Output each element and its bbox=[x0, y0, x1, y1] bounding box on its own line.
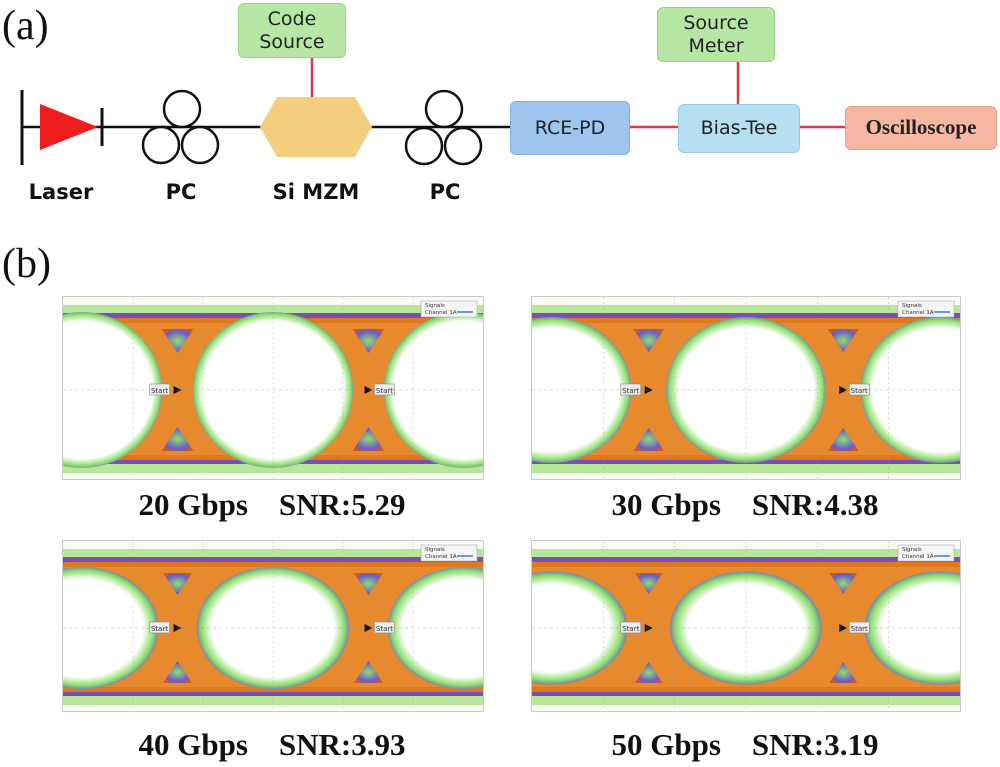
eye-snr-3: SNR:3.93 bbox=[278, 727, 406, 762]
source-meter-box: Source Meter bbox=[657, 7, 775, 62]
pc2-label: PC bbox=[429, 180, 461, 204]
oscilloscope-box: Oscilloscope bbox=[845, 106, 997, 150]
mzm-label: Si MZM bbox=[272, 180, 360, 204]
bias-tee-box: Bias-Tee bbox=[678, 104, 800, 153]
eye-caption-2: 30 Gbps SNR:4.38 bbox=[531, 487, 959, 523]
pc1-label: PC bbox=[165, 180, 197, 204]
eye-legend bbox=[420, 544, 478, 562]
eye-snr-1: SNR:5.29 bbox=[278, 487, 406, 522]
eye-marker-label: Start bbox=[151, 625, 168, 633]
pc1-icon bbox=[141, 89, 220, 165]
setup-diagram bbox=[20, 56, 845, 166]
eye-caption-3: 40 Gbps SNR:3.93 bbox=[62, 727, 482, 763]
eye-legend bbox=[420, 300, 478, 318]
eye-caption-1: 20 Gbps SNR:5.29 bbox=[62, 487, 482, 523]
eye-snr-4: SNR:3.19 bbox=[751, 727, 879, 762]
eye-marker-label: Start bbox=[851, 625, 868, 633]
eye-diagram-1: Start Start Signals Channel 1A bbox=[62, 296, 484, 480]
eye-rate-1: 20 Gbps bbox=[138, 487, 248, 522]
eye-caption-4: 50 Gbps SNR:3.19 bbox=[531, 727, 959, 763]
laser-label: Laser bbox=[28, 180, 94, 204]
eye-rate-4: 50 Gbps bbox=[611, 727, 721, 762]
eye-diagram-4: Start Start Signals Channel 1A bbox=[531, 540, 961, 712]
eye-legend bbox=[897, 300, 955, 318]
eye-marker-label: Start bbox=[622, 625, 639, 633]
svg-text:Signals: Signals bbox=[425, 303, 445, 309]
laser-icon bbox=[40, 104, 98, 150]
eye-rate-3: 40 Gbps bbox=[138, 727, 248, 762]
eye-marker-label: Start bbox=[851, 387, 868, 395]
rce-pd-box: RCE-PD bbox=[510, 101, 630, 155]
eye-snr-2: SNR:4.38 bbox=[751, 487, 879, 522]
eye-marker-label: Start bbox=[151, 387, 168, 395]
mzm-icon bbox=[260, 97, 372, 157]
svg-text:Channel 1A: Channel 1A bbox=[902, 554, 934, 560]
panel-a-label: (a) bbox=[2, 3, 49, 49]
panel-b-label: (b) bbox=[2, 241, 51, 287]
eye-diagram-3: Start Start Signals Channel 1A bbox=[62, 540, 484, 712]
svg-text:Signals: Signals bbox=[902, 303, 922, 309]
code-source-box: Code Source bbox=[238, 3, 346, 58]
svg-text:Channel 1A: Channel 1A bbox=[425, 554, 457, 560]
pc2-icon bbox=[404, 89, 483, 166]
eye-marker-label: Start bbox=[376, 387, 393, 395]
svg-text:Channel 1A: Channel 1A bbox=[425, 310, 457, 316]
eye-legend bbox=[897, 544, 955, 562]
eye-marker-label: Start bbox=[622, 387, 639, 395]
eye-opening bbox=[63, 566, 159, 690]
svg-text:Channel 1A: Channel 1A bbox=[902, 310, 934, 316]
svg-text:Signals: Signals bbox=[902, 547, 922, 553]
eye-marker-label: Start bbox=[376, 625, 393, 633]
eye-diagram-2: Start Start Signals Channel 1A bbox=[531, 296, 961, 480]
eye-rate-2: 30 Gbps bbox=[611, 487, 721, 522]
eye-opening bbox=[383, 312, 483, 468]
eye-opening bbox=[666, 316, 826, 464]
svg-text:Signals: Signals bbox=[425, 547, 445, 553]
